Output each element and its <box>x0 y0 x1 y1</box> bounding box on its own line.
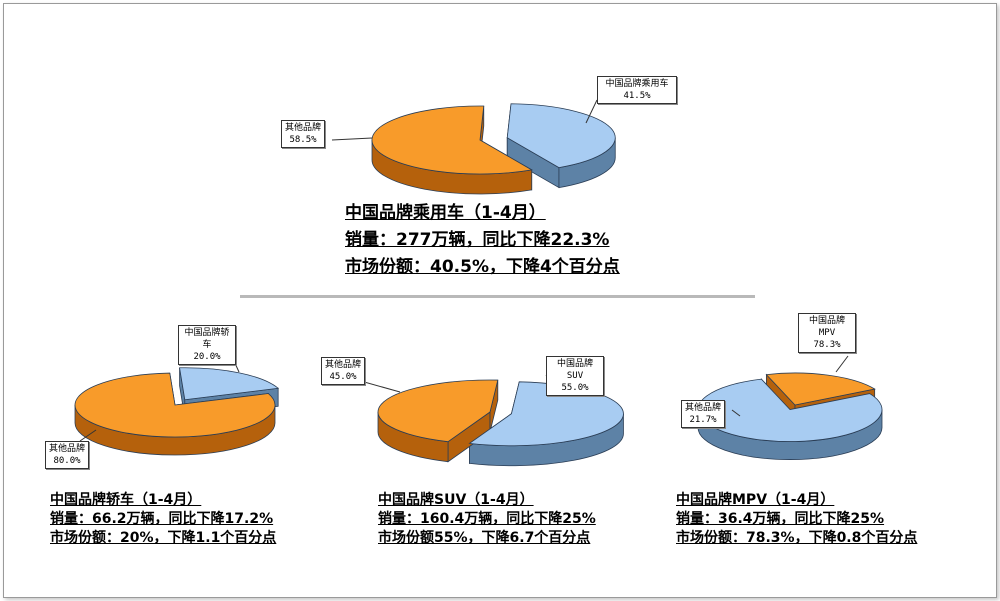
mpv-caption: 中国品牌MPV（1-4月） 销量：36.4万辆，同比下降25% 市场份额：78.… <box>676 491 917 548</box>
sedan-leader-1 <box>79 429 97 442</box>
sedan-caption-title: 中国品牌轿车（1-4月） <box>50 492 202 508</box>
suv-caption-share: 市场份额55%，下降6.7个百分点 <box>378 530 591 546</box>
mpv-caption-sales: 销量：36.4万辆，同比下降25% <box>676 511 885 527</box>
sedan-other-label: 其他品牌 80.0% <box>45 441 90 469</box>
main-slice-china <box>506 103 616 169</box>
mpv-other-label: 其他品牌 21.7% <box>681 400 726 428</box>
section-divider <box>240 295 755 298</box>
sedan-caption-sales: 销量：66.2万辆，同比下降17.2% <box>50 511 274 527</box>
mpv-china-label: 中国品牌MPV 78.3% <box>798 313 856 353</box>
main-caption: 中国品牌乘用车（1-4月） 销量：277万辆，同比下降22.3% 市场份额：40… <box>345 200 620 281</box>
mpv-caption-title: 中国品牌MPV（1-4月） <box>676 492 835 508</box>
main-slice-other <box>371 105 533 175</box>
sedan-caption: 中国品牌轿车（1-4月） 销量：66.2万辆，同比下降17.2% 市场份额：20… <box>50 491 276 548</box>
suv-caption-sales: 销量：160.4万辆，同比下降25% <box>378 511 596 527</box>
sedan-slice-other <box>74 372 276 438</box>
mpv-slice-other <box>765 372 876 406</box>
suv-other-label: 其他品牌 45.0% <box>321 357 366 385</box>
suv-caption: 中国品牌SUV（1-4月） 销量：160.4万辆，同比下降25% 市场份额55%… <box>378 491 596 548</box>
main-caption-sales: 销量：277万辆，同比下降22.3% <box>345 230 610 250</box>
sedan-china-label: 中国品牌轿车 20.0% <box>178 325 236 365</box>
main-leader-1 <box>331 137 373 141</box>
main-caption-share: 市场份额：40.5%，下降4个百分点 <box>345 257 620 277</box>
mpv-leader-1 <box>731 409 741 417</box>
suv-slice-other <box>377 379 499 443</box>
sedan-caption-share: 市场份额：20%，下降1.1个百分点 <box>50 530 277 546</box>
main-caption-title: 中国品牌乘用车（1-4月） <box>345 203 546 223</box>
slide-frame <box>3 3 997 598</box>
sedan-slice-china <box>179 367 280 401</box>
main-other-label: 其他品牌 58.5% <box>281 120 326 148</box>
main-leader-0 <box>585 99 598 124</box>
mpv-slice-china <box>697 378 883 442</box>
mpv-leader-0 <box>835 355 849 373</box>
suv-china-label: 中国品牌SUV 55.0% <box>546 356 604 396</box>
main-china-label: 中国品牌乘用车 41.5% <box>597 76 677 104</box>
suv-caption-title: 中国品牌SUV（1-4月） <box>378 492 534 508</box>
mpv-caption-share: 市场份额：78.3%，下降0.8个百分点 <box>676 530 918 546</box>
